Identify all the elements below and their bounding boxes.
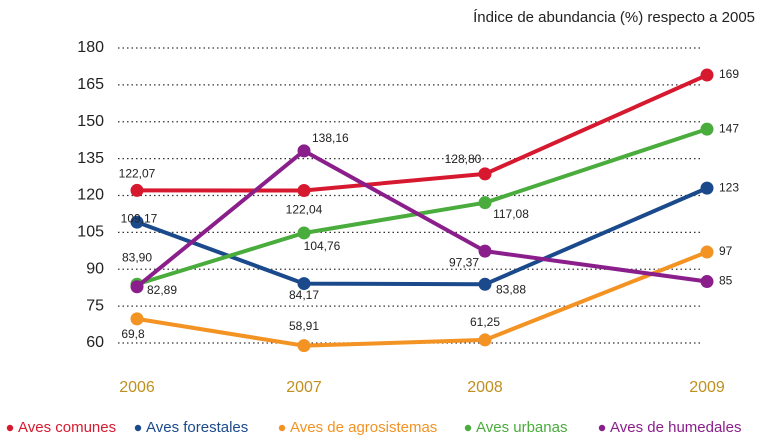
point xyxy=(297,183,311,197)
point xyxy=(130,280,144,294)
point xyxy=(130,183,144,197)
point xyxy=(297,226,311,240)
data-label: 83,90 xyxy=(122,250,152,264)
y-tick-label: 180 xyxy=(77,39,104,56)
point xyxy=(700,181,714,195)
y-tick-label: 60 xyxy=(86,334,104,351)
data-label: 123 xyxy=(719,180,739,194)
data-label: 61,25 xyxy=(470,315,500,329)
data-label: 138,16 xyxy=(312,131,349,145)
y-tick-label: 120 xyxy=(77,187,104,204)
point xyxy=(700,245,714,259)
legend-marker xyxy=(464,424,472,432)
point xyxy=(478,244,492,258)
y-tick-label: 75 xyxy=(86,297,104,314)
legend-marker xyxy=(134,424,142,432)
point xyxy=(478,277,492,291)
x-tick-label: 2006 xyxy=(119,379,155,396)
y-tick-label: 150 xyxy=(77,113,104,130)
legend-label: Aves forestales xyxy=(146,419,248,436)
legend-label: Aves de agrosistemas xyxy=(290,419,437,436)
point xyxy=(700,68,714,82)
legend-label: Aves urbanas xyxy=(476,419,567,436)
legend-marker xyxy=(598,424,606,432)
series-line xyxy=(136,127,708,287)
series-line xyxy=(136,73,708,193)
data-label: 147 xyxy=(719,121,739,135)
series-line xyxy=(136,250,708,348)
point xyxy=(130,215,144,229)
point xyxy=(478,167,492,181)
data-label: 109,17 xyxy=(121,211,158,225)
data-label: 69,8 xyxy=(121,327,145,341)
y-tick-label: 105 xyxy=(77,224,104,241)
data-label: 84,17 xyxy=(289,288,319,302)
legend-label: Aves de humedales xyxy=(610,419,741,436)
legend-marker xyxy=(278,424,286,432)
series-line xyxy=(135,148,708,289)
data-label: 117,08 xyxy=(493,207,529,221)
series-line xyxy=(136,186,708,287)
data-label: 58,91 xyxy=(289,319,319,333)
x-tick-label: 2008 xyxy=(467,379,503,396)
point xyxy=(700,122,714,136)
point xyxy=(478,196,492,210)
data-label: 122,07 xyxy=(119,167,156,181)
chart-title: Índice de abundancia (%) respecto a 2005 xyxy=(473,9,755,26)
data-label: 85 xyxy=(719,274,733,288)
data-label: 97 xyxy=(719,244,733,258)
legend-label: Aves comunes xyxy=(18,419,116,436)
point xyxy=(297,339,311,353)
legend-marker xyxy=(6,424,14,432)
point xyxy=(297,144,311,158)
y-tick-label: 165 xyxy=(77,76,104,93)
point xyxy=(478,333,492,347)
x-tick-label: 2009 xyxy=(689,379,725,396)
x-tick-label: 2007 xyxy=(286,379,322,396)
data-label: 169 xyxy=(719,67,739,81)
data-label: 97,37 xyxy=(449,255,479,269)
point xyxy=(297,277,311,291)
y-tick-label: 135 xyxy=(77,150,104,167)
data-label: 82,89 xyxy=(147,283,177,297)
data-label: 104,76 xyxy=(304,239,341,253)
point xyxy=(700,275,714,289)
point xyxy=(130,312,144,326)
y-tick-label: 90 xyxy=(86,260,104,277)
data-label: 83,88 xyxy=(496,282,526,296)
data-label: 122,04 xyxy=(286,203,323,217)
data-label: 128,80 xyxy=(445,152,482,166)
